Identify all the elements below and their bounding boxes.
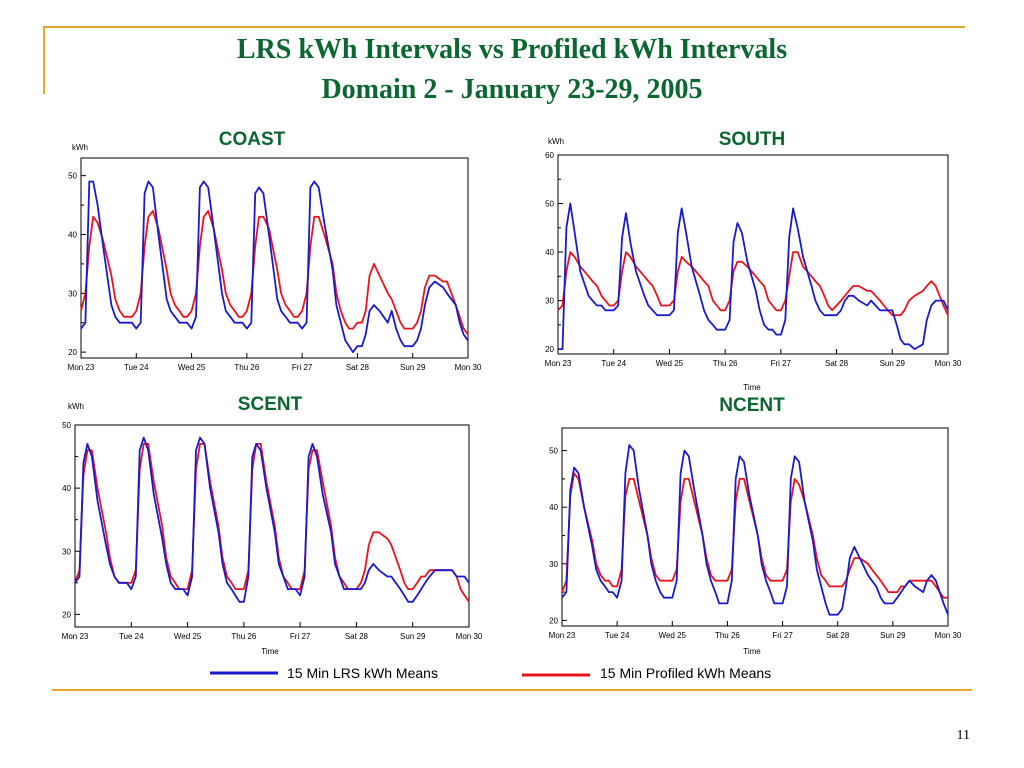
scent-x-tick-label: Tue 24 (119, 632, 144, 641)
scent-y-tick-label: 50 (62, 421, 71, 430)
scent-chart: SCENT kWh Time 20 30 40 50 Mon 23 Tue 24 Wed 25 Th… (62, 394, 483, 656)
south-y-tick-label: 20 (545, 345, 554, 354)
south-x-tick-label: Mon 23 (545, 359, 572, 368)
page-number: 11 (956, 728, 970, 743)
coast-y-axis-label: kWh (72, 143, 88, 152)
coast-y-tick-label: 40 (68, 230, 77, 239)
coast-chart-title: COAST (219, 129, 286, 150)
south-x-axis-label: Time (743, 383, 761, 392)
scent-x-tick-label: Mon 30 (456, 632, 483, 641)
coast-profiled-series-line (80, 210, 469, 336)
scent-plot-frame (74, 424, 470, 628)
south-plot-frame (557, 154, 949, 355)
coast-x-tick-label: Sun 29 (400, 363, 426, 372)
scent-x-tick-label: Fri 27 (290, 632, 311, 641)
scent-y-tick-label: 20 (62, 610, 71, 619)
south-chart-title: SOUTH (719, 129, 786, 150)
coast-y-tick-label: 20 (68, 348, 77, 357)
south-profiled-series-line (557, 251, 949, 317)
south-x-tick-label: Wed 25 (656, 359, 684, 368)
ncent-x-axis-label: Time (743, 647, 761, 656)
ncent-x-tick-label: Thu 26 (715, 631, 740, 640)
bottom-rule (52, 689, 972, 691)
south-y-axis-label: kWh (548, 137, 564, 146)
ncent-x-tick-label: Sat 28 (826, 631, 850, 640)
coast-y-tick-label: 50 (68, 172, 77, 181)
left-rule (43, 26, 45, 94)
ncent-x-tick-label: Mon 23 (549, 631, 576, 640)
scent-y-tick-label: 40 (62, 484, 71, 493)
ncent-x-tick-label: Tue 24 (605, 631, 630, 640)
scent-chart-title: SCENT (238, 394, 303, 415)
slide-subtitle: Domain 2 - January 23-29, 2005 (321, 74, 703, 105)
south-y-tick-label: 40 (545, 248, 554, 257)
coast-x-tick-label: Thu 26 (234, 363, 259, 372)
south-x-tick-label: Thu 26 (713, 359, 738, 368)
scent-x-tick-label: Wed 25 (174, 632, 202, 641)
scent-x-tick-label: Sun 29 (400, 632, 426, 641)
south-x-tick-label: Sat 28 (825, 359, 849, 368)
south-chart: SOUTH kWh Time 20 30 40 50 60 Mon 23 Tue 24 Wed 25… (545, 129, 962, 392)
south-x-tick-label: Sun 29 (880, 359, 906, 368)
ncent-x-tick-label: Mon 30 (935, 631, 962, 640)
ncent-y-tick-label: 20 (549, 616, 558, 625)
scent-x-axis-label: Time (261, 647, 279, 656)
south-x-tick-label: Fri 27 (771, 359, 792, 368)
coast-lrs-series-line (80, 180, 469, 353)
ncent-chart: NCENT Time 20 30 40 50 Mon 23 Tue 24 Wed 25 Thu 2… (549, 395, 962, 656)
south-x-tick-label: Tue 24 (601, 359, 626, 368)
ncent-y-tick-label: 40 (549, 503, 558, 512)
ncent-x-tick-label: Sun 29 (880, 631, 906, 640)
coast-y-tick-label: 30 (68, 289, 77, 298)
ncent-x-tick-label: Fri 27 (772, 631, 793, 640)
ncent-lrs-series-line (561, 444, 949, 616)
scent-y-axis-label: kWh (68, 402, 84, 411)
coast-x-tick-label: Tue 24 (124, 363, 149, 372)
scent-x-tick-label: Thu 26 (231, 632, 256, 641)
scent-lrs-series-line (74, 436, 470, 603)
scent-x-tick-label: Sat 28 (345, 632, 369, 641)
coast-x-tick-label: Fri 27 (292, 363, 313, 372)
coast-x-tick-label: Mon 23 (68, 363, 95, 372)
scent-x-tick-label: Mon 23 (62, 632, 89, 641)
ncent-x-tick-label: Wed 25 (659, 631, 687, 640)
coast-x-tick-label: Sat 28 (346, 363, 370, 372)
coast-chart: COAST kWh 20 30 40 50 Mon 23 Tue 24 Wed 25 Thu 26… (68, 129, 482, 372)
coast-x-tick-label: Mon 30 (455, 363, 482, 372)
south-y-tick-label: 30 (545, 297, 554, 306)
south-lrs-series-line (558, 202, 949, 350)
ncent-y-tick-label: 30 (549, 560, 558, 569)
ncent-chart-title: NCENT (719, 395, 785, 416)
slide-title: LRS kWh Intervals vs Profiled kWh Interv… (236, 34, 788, 65)
south-y-tick-label: 50 (545, 200, 554, 209)
ncent-y-tick-label: 50 (549, 447, 558, 456)
scent-y-tick-label: 30 (62, 547, 71, 556)
south-y-tick-label: 60 (545, 151, 554, 160)
coast-x-tick-label: Wed 25 (178, 363, 206, 372)
south-x-tick-label: Mon 30 (935, 359, 962, 368)
top-rule (43, 26, 965, 28)
